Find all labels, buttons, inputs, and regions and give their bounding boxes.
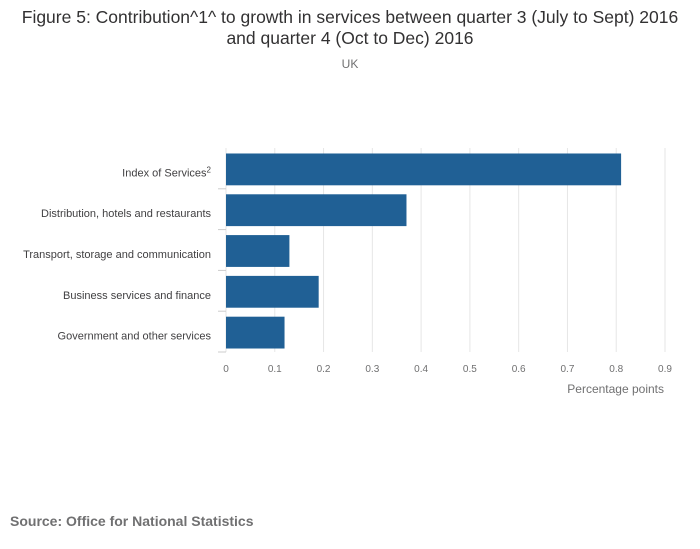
bar bbox=[226, 194, 407, 227]
bar bbox=[226, 275, 319, 308]
bars bbox=[226, 153, 622, 349]
x-tick-label: 0.3 bbox=[365, 364, 379, 375]
bar bbox=[226, 153, 622, 186]
x-tick-label: 0.7 bbox=[560, 364, 574, 375]
x-tick-label: 0.4 bbox=[414, 364, 428, 375]
chart-title: Figure 5: Contribution^1^ to growth in s… bbox=[21, 7, 679, 48]
source-note: Source: Office for National Statistics bbox=[10, 513, 254, 529]
x-axis-title: Percentage points bbox=[567, 382, 664, 396]
category-label: Transport, storage and communication bbox=[23, 249, 211, 261]
category-label: Business services and finance bbox=[63, 290, 211, 302]
x-tick-label: 0.8 bbox=[609, 364, 623, 375]
x-tick-label: 0.6 bbox=[512, 364, 526, 375]
x-tick-label: 0.9 bbox=[658, 364, 672, 375]
x-tick-label: 0.2 bbox=[317, 364, 331, 375]
category-label: Distribution, hotels and restaurants bbox=[41, 208, 211, 220]
x-tick-label: 0 bbox=[223, 364, 229, 375]
bar bbox=[226, 316, 285, 349]
category-labels: Index of Services2 Distribution, hotels a… bbox=[23, 165, 211, 342]
category-label: Government and other services bbox=[58, 331, 212, 343]
category-label: Index of Services2 bbox=[122, 165, 211, 179]
bar bbox=[226, 235, 290, 267]
x-tick-label: 0.5 bbox=[463, 364, 477, 375]
chart-subtitle: UK bbox=[341, 57, 359, 71]
x-tick-labels: 0 0.1 0.2 0.3 0.4 0.5 0.6 0.7 0.8 0.9 bbox=[223, 364, 672, 375]
footnote-superscript: 2 bbox=[207, 165, 212, 174]
x-tick-label: 0.1 bbox=[268, 364, 282, 375]
